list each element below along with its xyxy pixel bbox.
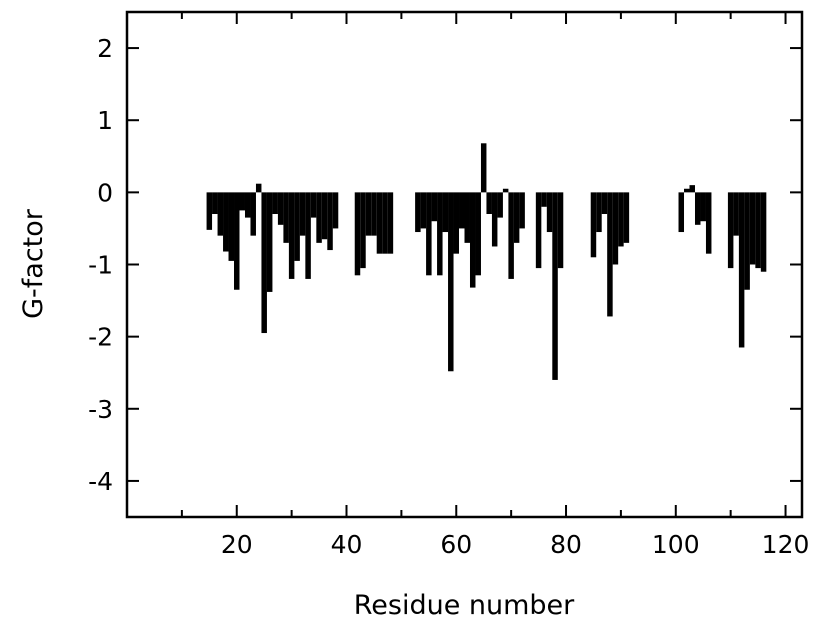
bar-residue-86 (596, 192, 602, 233)
bar-residue-115 (755, 192, 761, 269)
bar-residue-53 (415, 192, 421, 233)
bar-residue-72 (519, 192, 525, 229)
bar-residue-21 (239, 192, 245, 211)
bar-residue-88 (607, 192, 613, 317)
plot-frame (125, 10, 804, 519)
bar-residue-77 (546, 192, 553, 233)
bar-residue-18 (223, 192, 229, 252)
bar-residue-91 (623, 192, 630, 243)
bar-residue-55 (426, 192, 432, 276)
bar-residue-38 (332, 192, 339, 229)
bar-residue-79 (557, 192, 564, 269)
bar-residue-15 (206, 192, 213, 230)
x-tick-label: 60 (440, 530, 472, 559)
bar-residue-110 (727, 192, 734, 269)
bar-residue-89 (612, 192, 619, 265)
bar-residue-67 (491, 192, 498, 247)
bar-residue-59 (448, 192, 454, 372)
bar-residue-31 (294, 192, 300, 261)
bar-residue-116 (760, 192, 767, 272)
bar-residue-29 (283, 192, 289, 243)
x-axis-label: Residue number (354, 590, 575, 621)
bar-residue-113 (744, 192, 750, 290)
bar-residue-60 (453, 192, 460, 254)
bar-residue-19 (228, 192, 235, 261)
bar-residue-36 (321, 192, 328, 240)
bar-residue-68 (497, 192, 503, 218)
bar-residue-90 (618, 192, 624, 247)
bar-residue-58 (442, 192, 449, 233)
bar-residue-76 (541, 192, 547, 207)
bar-residue-20 (234, 192, 240, 290)
y-tick-label: -1 (88, 251, 113, 280)
bar-residue-71 (513, 192, 520, 243)
bar-residue-75 (535, 192, 542, 269)
x-tick-label: 80 (550, 530, 582, 559)
bar-residue-48 (387, 192, 394, 254)
bar-residue-27 (272, 192, 278, 214)
y-tick-label: -3 (88, 395, 113, 424)
y-tick-label: -2 (88, 323, 113, 352)
bar-residue-45 (371, 192, 377, 236)
bar-residue-28 (277, 192, 284, 225)
bar-residue-114 (749, 192, 756, 265)
bar-residue-69 (502, 188, 509, 193)
bar-residue-17 (217, 192, 224, 236)
x-tick-label: 100 (652, 530, 700, 559)
y-axis-label: G-factor (18, 208, 49, 319)
bar-residue-24 (255, 183, 262, 193)
x-tick-label: 120 (762, 530, 810, 559)
bar-residue-25 (261, 192, 267, 334)
bar-residue-61 (459, 192, 465, 229)
bar-residue-30 (288, 192, 295, 279)
bar-residue-62 (464, 192, 470, 243)
bar-residue-42 (354, 192, 361, 276)
x-axis-ticks: 20 40 60 80 100 120 (180, 12, 810, 559)
bar-residue-33 (305, 192, 311, 279)
x-tick-label: 40 (331, 530, 363, 559)
y-tick-label: -4 (88, 467, 113, 496)
bar-residue-37 (327, 192, 333, 251)
bar-residue-63 (469, 192, 476, 288)
x-tick-label: 20 (221, 530, 253, 559)
bar-residue-70 (508, 192, 514, 279)
bars-group (206, 143, 767, 380)
bar-residue-23 (250, 192, 256, 236)
bar-residue-46 (376, 192, 383, 254)
bar-residue-101 (678, 192, 685, 233)
bar-residue-102 (684, 188, 690, 193)
y-tick-label: 2 (97, 34, 113, 63)
bar-residue-22 (244, 192, 251, 218)
bar-residue-65 (480, 143, 487, 193)
bar-residue-106 (705, 192, 712, 254)
bar-residue-44 (365, 192, 372, 236)
bar-residue-85 (590, 192, 597, 258)
y-tick-label: 1 (97, 106, 113, 135)
y-axis-ticks: 2 1 0 -1 -2 -3 -4 (88, 34, 802, 496)
bar-residue-54 (420, 192, 427, 229)
bar-residue-34 (310, 192, 317, 218)
bar-residue-56 (431, 192, 438, 222)
bar-residue-64 (475, 192, 481, 276)
bar-residue-35 (316, 192, 322, 243)
bar-residue-16 (212, 192, 218, 214)
bar-residue-111 (733, 192, 739, 236)
bar-residue-87 (601, 192, 608, 214)
y-tick-label: 0 (97, 178, 113, 207)
bar-residue-57 (437, 192, 443, 276)
bar-residue-104 (694, 192, 701, 225)
bar-residue-26 (266, 192, 273, 292)
bar-residue-78 (552, 192, 558, 380)
bar-residue-43 (360, 192, 366, 269)
bar-residue-66 (486, 192, 492, 214)
bar-residue-112 (738, 192, 745, 348)
bar-residue-32 (299, 192, 306, 236)
bar-residue-47 (382, 192, 388, 254)
bar-residue-105 (700, 192, 706, 222)
bar-residue-103 (689, 185, 695, 193)
